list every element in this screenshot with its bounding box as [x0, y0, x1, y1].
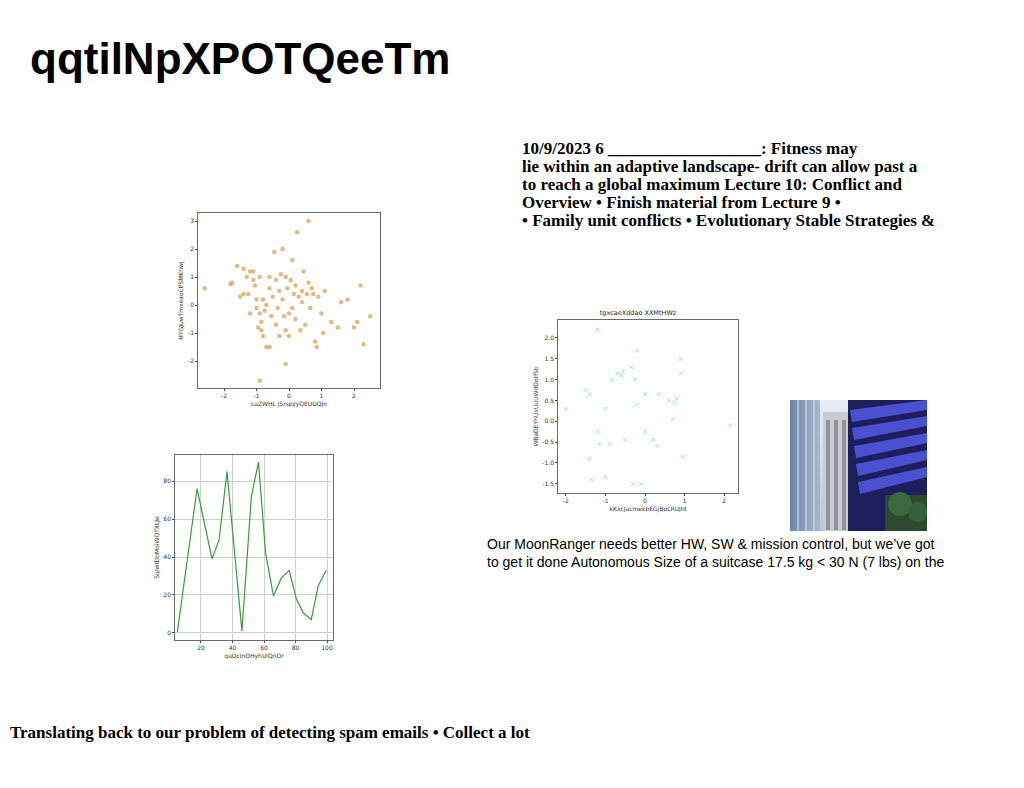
svg-text:0: 0 [167, 629, 171, 636]
svg-text:SqlwfDbMoiWOTXLJo: SqlwfDbMoiWOTXLJo [153, 516, 161, 579]
svg-text:80: 80 [163, 477, 171, 484]
svg-text:40: 40 [163, 553, 171, 560]
svg-text:-2: -2 [188, 357, 194, 364]
svg-text:-2: -2 [563, 497, 569, 504]
svg-text:-0.5: -0.5 [542, 438, 554, 445]
svg-text:0.5: 0.5 [544, 397, 554, 404]
svg-text:2: 2 [352, 392, 356, 399]
html-text:lie within an adaptive landsca: lie within an adaptive landscape- drift … [522, 157, 918, 176]
svg-text:60: 60 [163, 515, 171, 522]
svg-text:-1: -1 [188, 329, 194, 336]
svg-text:1: 1 [190, 273, 194, 280]
html-text:• Family unit conflicts • Evol: • Family unit conflicts • Evolutionary S… [522, 211, 936, 230]
svg-text:WBaDEYhUxUuUWdDotfSb: WBaDEYhUxUuUWdDotfSb [532, 366, 539, 446]
svg-text:2.0: 2.0 [544, 334, 554, 341]
svg-text:0: 0 [287, 392, 291, 399]
svg-text:20: 20 [163, 591, 171, 598]
svg-text:1: 1 [683, 497, 687, 504]
svg-text:100: 100 [321, 644, 333, 651]
svg-text:40: 40 [229, 644, 237, 651]
svg-text:qaDcInOHyhUlQnOr: qaDcInOHyhUlQnOr [224, 652, 284, 660]
svg-text:tgxcaeXddao XXMtHWz: tgxcaeXddao XXMtHWz [600, 309, 677, 317]
svg-text:0.0: 0.0 [544, 417, 554, 424]
svg-text:caZWHL jSrspzyOEUDQJn: caZWHL jSrspzyOEUDQJn [251, 400, 327, 408]
svg-text:20: 20 [197, 644, 205, 651]
svg-text:80: 80 [292, 644, 300, 651]
html-text:to get it done Autonomous Size: to get it done Autonomous Size of a suit… [487, 554, 945, 570]
svg-text:2: 2 [190, 245, 194, 252]
svg-text:2: 2 [722, 497, 726, 504]
svg-text:-2: -2 [221, 392, 227, 399]
svg-text:1.0: 1.0 [544, 376, 554, 383]
svg-text:kKxcJacmekbEGjBoLRUJId: kKxcJacmekbEGjBoLRUJId [610, 505, 687, 513]
svg-text:-1: -1 [254, 392, 260, 399]
svg-text:0: 0 [643, 497, 647, 504]
svg-text:HYGJuwTmxeaoCPSMKhwj: HYGJuwTmxeaoCPSMKhwj [177, 261, 185, 340]
svg-text:3: 3 [190, 217, 194, 224]
svg-text:1: 1 [320, 392, 324, 399]
svg-text:1.5: 1.5 [544, 355, 554, 362]
svg-text:-1.5: -1.5 [542, 480, 554, 487]
svg-text:0: 0 [190, 301, 194, 308]
html-text:10/9/2023 6 __________________: 10/9/2023 6 __________________: Fitness … [522, 139, 858, 158]
html-text:Our MoonRanger needs better HW: Our MoonRanger needs better HW, SW & mis… [487, 536, 935, 552]
svg-text:-1: -1 [602, 497, 608, 504]
html-text:Overview • Finish material fro: Overview • Finish material from Lecture … [522, 193, 841, 212]
html-text:Translating back to our proble: Translating back to our problem of detec… [10, 723, 530, 742]
html-text:qqtilNpXPOTQeeTm: qqtilNpXPOTQeeTm [30, 34, 451, 83]
svg-text:60: 60 [260, 644, 268, 651]
html-text:to reach a global maximum Lect: to reach a global maximum Lecture 10: Co… [522, 175, 902, 194]
svg-text:-1.0: -1.0 [542, 459, 554, 466]
